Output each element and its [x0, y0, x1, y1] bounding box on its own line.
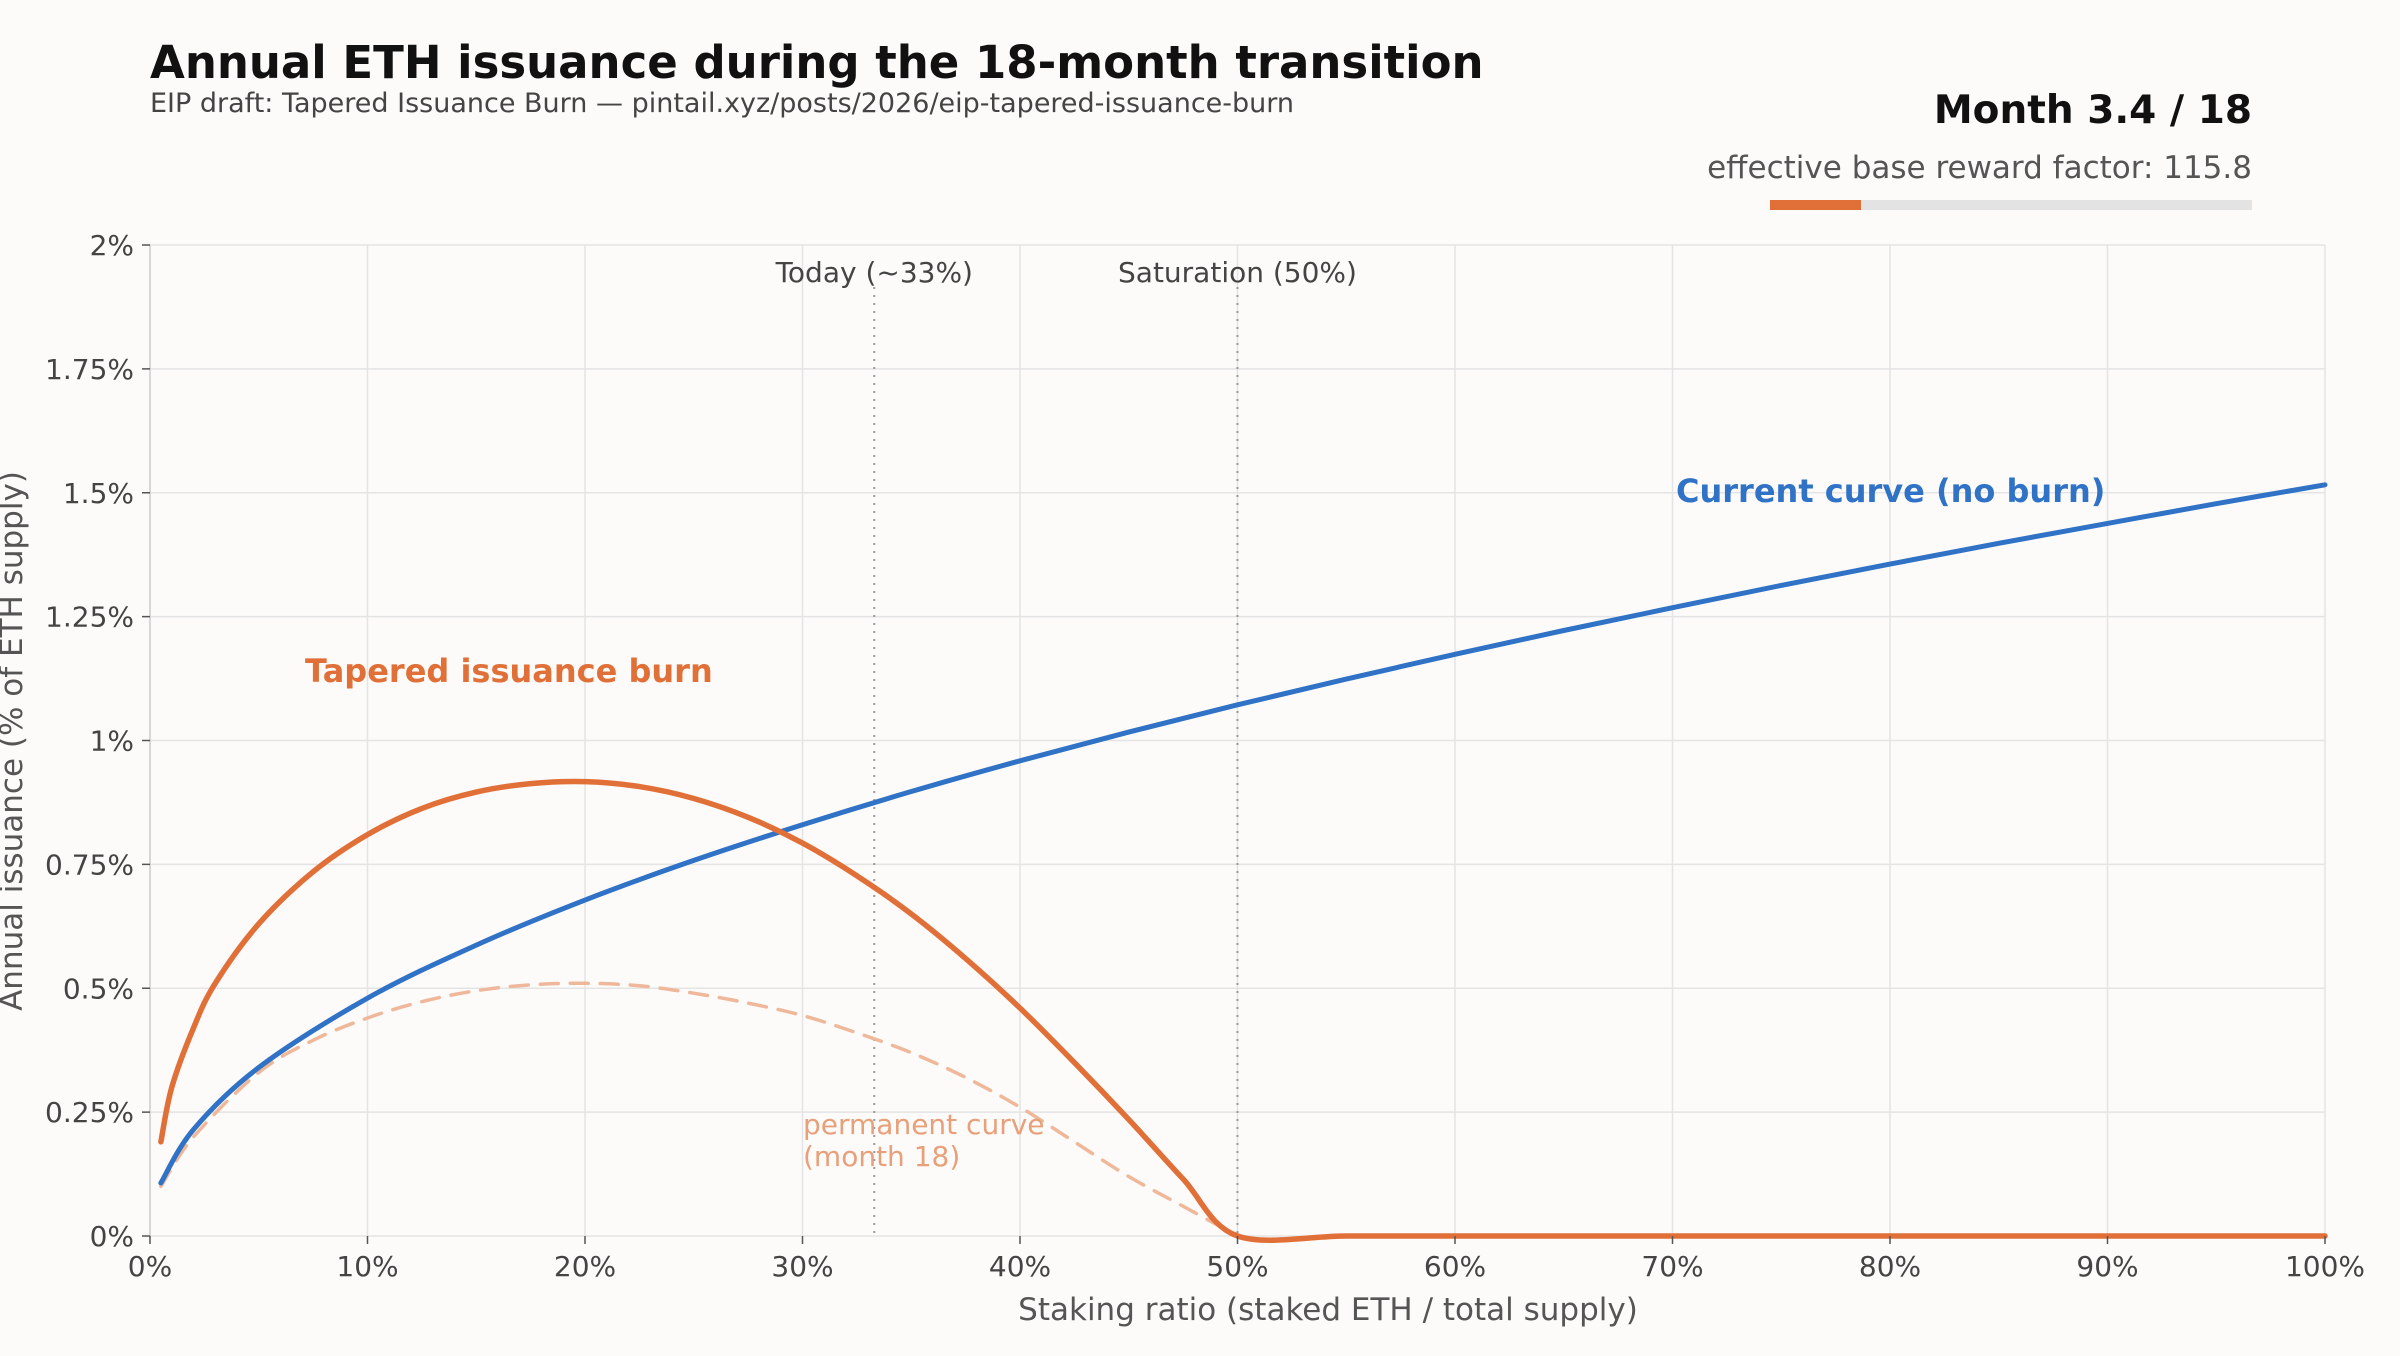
month-progress-fill: [1770, 200, 1862, 210]
reward-factor-label: effective base reward factor: 115.8: [1707, 150, 2252, 186]
x-tick-label: 20%: [554, 1250, 616, 1283]
reference-line-label: Saturation (50%): [1118, 256, 1357, 289]
permanent-curve-line: [159, 981, 1240, 1238]
y-tick-label: 1.75%: [45, 353, 134, 386]
permanent-curve-label: permanent curve: [803, 1108, 1045, 1141]
y-tick-label: 0.25%: [45, 1096, 134, 1129]
reference-lines: Today (~33%) Saturation (50%): [775, 256, 1357, 1236]
tapered-burn-label: Tapered issuance burn: [305, 652, 713, 690]
month-indicator: Month 3.4 / 18: [1933, 88, 2252, 133]
permanent-curve-sublabel: (month 18): [803, 1140, 960, 1173]
x-tick-label: 10%: [336, 1250, 398, 1283]
series-lines: [158, 482, 2328, 1243]
x-tick-label: 90%: [2076, 1250, 2138, 1283]
reference-line-label: Today (~33%): [775, 256, 973, 289]
y-tick-label: 0.5%: [63, 972, 134, 1005]
x-tick-label: 30%: [771, 1250, 833, 1283]
x-tick-label: 40%: [989, 1250, 1051, 1283]
tapered-burn-line: [158, 778, 2328, 1243]
x-tick-label: 60%: [1424, 1250, 1486, 1283]
x-axis-label: Staking ratio (staked ETH / total supply…: [1018, 1292, 1638, 1328]
y-tick-label: 1.5%: [63, 477, 134, 510]
month-progress-bar: [1770, 200, 2252, 210]
y-tick-label: 0%: [90, 1220, 134, 1253]
y-axis-label: Annual issuance (% of ETH supply): [0, 471, 30, 1011]
x-axis-ticks: 0% 10% 20% 30% 40% 50% 60% 70% 80% 90% 100%: [128, 1236, 2365, 1283]
chart-title: Annual ETH issuance during the 18-month …: [150, 36, 1484, 89]
x-tick-label: 80%: [1859, 1250, 1921, 1283]
current-curve-label: Current curve (no burn): [1676, 472, 2105, 510]
y-tick-label: 1%: [90, 725, 134, 758]
x-tick-label: 50%: [1206, 1250, 1268, 1283]
y-tick-label: 2%: [90, 229, 134, 262]
y-tick-label: 0.75%: [45, 848, 134, 881]
x-tick-label: 70%: [1641, 1250, 1703, 1283]
y-axis-ticks: 0% 0.25% 0.5% 0.75% 1% 1.25% 1.5% 1.75% 2%: [45, 229, 150, 1253]
current-curve-line: [158, 482, 2328, 1186]
x-tick-label: 100%: [2285, 1250, 2365, 1283]
y-tick-label: 1.25%: [45, 601, 134, 634]
chart-subtitle: EIP draft: Tapered Issuance Burn — pinta…: [150, 88, 1295, 119]
x-tick-label: 0%: [128, 1250, 172, 1283]
